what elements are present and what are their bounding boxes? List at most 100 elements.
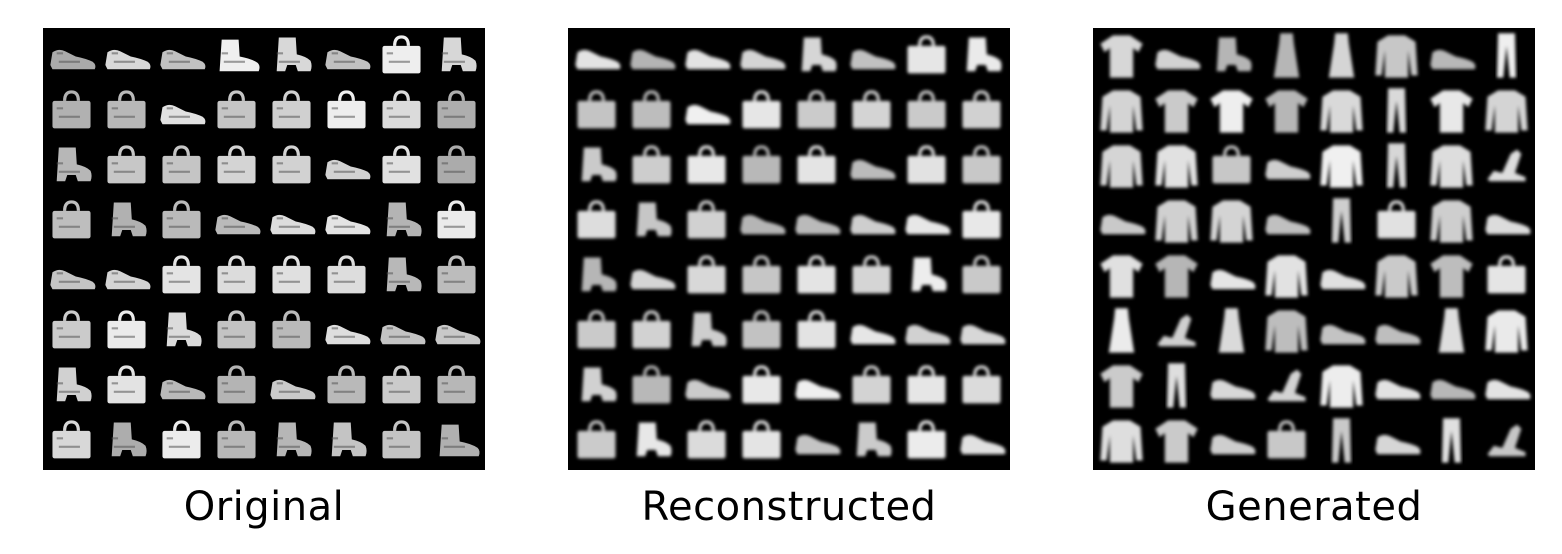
sneaker-icon — [270, 379, 316, 400]
trouser-icon — [1331, 418, 1352, 463]
bag-thumbnail — [734, 139, 789, 194]
tshirt-thumbnail — [1094, 249, 1149, 304]
sneaker-thumbnail — [1369, 359, 1424, 414]
bag-icon — [907, 145, 946, 184]
sneaker-thumbnail — [1314, 304, 1369, 359]
pullover-icon — [1265, 310, 1308, 353]
ankle-boot-thumbnail — [1204, 29, 1259, 84]
pullover-thumbnail — [1369, 29, 1424, 84]
bag-icon — [52, 310, 91, 349]
sneaker-thumbnail — [569, 29, 624, 84]
bag-thumbnail — [154, 194, 209, 249]
sneaker-thumbnail — [1259, 194, 1314, 249]
sneaker-icon — [1210, 269, 1256, 290]
tshirt-thumbnail — [1149, 249, 1204, 304]
sneaker-thumbnail — [679, 29, 734, 84]
bag-thumbnail — [374, 359, 429, 414]
bag-icon — [687, 255, 726, 294]
original-image-grid — [43, 28, 485, 470]
pullover-icon — [1320, 365, 1363, 408]
bag-thumbnail — [374, 84, 429, 139]
bag-icon — [217, 365, 256, 404]
tshirt-icon — [1210, 90, 1253, 133]
sneaker-thumbnail — [1204, 414, 1259, 469]
pullover-thumbnail — [1094, 414, 1149, 469]
tshirt-icon — [1430, 90, 1473, 133]
pullover-icon — [1155, 145, 1198, 188]
sneaker-icon — [795, 379, 841, 400]
sneaker-icon — [795, 214, 841, 235]
sneaker-thumbnail — [954, 414, 1009, 469]
ankle-boot-icon — [441, 37, 477, 72]
ankle-boot-icon — [856, 422, 892, 457]
bag-icon — [797, 90, 836, 129]
sneaker-icon — [1430, 379, 1476, 400]
bag-thumbnail — [154, 139, 209, 194]
bag-icon — [272, 310, 311, 349]
boot-icon — [219, 39, 260, 72]
ankle-boot-icon — [111, 202, 147, 237]
bag-thumbnail — [429, 359, 484, 414]
sneaker-thumbnail — [679, 359, 734, 414]
boot-thumbnail — [209, 29, 264, 84]
bag-thumbnail — [209, 414, 264, 469]
bag-icon — [962, 255, 1001, 294]
trouser-icon — [1496, 33, 1517, 78]
ankle-boot-icon — [331, 422, 367, 457]
ankle-boot-thumbnail — [569, 249, 624, 304]
sandal-icon — [1267, 369, 1306, 402]
sneaker-icon — [50, 49, 96, 70]
bag-thumbnail — [899, 414, 954, 469]
ankle-boot-icon — [56, 367, 92, 402]
bag-thumbnail — [1479, 249, 1534, 304]
reconstructed-panel: Reconstructed — [568, 28, 1010, 530]
sneaker-icon — [1210, 379, 1256, 400]
dress-icon — [1438, 308, 1465, 353]
sneaker-icon — [685, 379, 731, 400]
sneaker-icon — [270, 214, 316, 235]
bag-icon — [907, 420, 946, 459]
bag-icon — [962, 200, 1001, 239]
bag-thumbnail — [44, 194, 99, 249]
bag-thumbnail — [679, 194, 734, 249]
bag-icon — [797, 310, 836, 349]
bag-thumbnail — [99, 139, 154, 194]
sneaker-icon — [685, 104, 731, 125]
sneaker-icon — [795, 434, 841, 455]
sandal-icon — [1487, 424, 1526, 457]
pullover-icon — [1100, 420, 1143, 463]
bag-icon — [907, 365, 946, 404]
sneaker-icon — [1320, 324, 1366, 345]
bag-icon — [437, 200, 476, 239]
tshirt-icon — [1100, 35, 1143, 78]
bag-thumbnail — [429, 84, 484, 139]
sneaker-icon — [1375, 434, 1421, 455]
ankle-boot-icon — [691, 312, 727, 347]
sneaker-icon — [325, 159, 371, 180]
bag-thumbnail — [99, 84, 154, 139]
ankle-boot-thumbnail — [264, 29, 319, 84]
bag-thumbnail — [264, 139, 319, 194]
pullover-icon — [1265, 255, 1308, 298]
sneaker-thumbnail — [734, 194, 789, 249]
ankle-boot-thumbnail — [374, 249, 429, 304]
trouser-thumbnail — [1424, 414, 1479, 469]
bag-icon — [162, 255, 201, 294]
bag-icon — [852, 90, 891, 129]
bag-icon — [742, 365, 781, 404]
tshirt-thumbnail — [1094, 359, 1149, 414]
bag-thumbnail — [734, 359, 789, 414]
original-caption: Original — [183, 484, 345, 530]
pullover-icon — [1210, 200, 1253, 243]
bag-thumbnail — [954, 84, 1009, 139]
sneaker-thumbnail — [1149, 29, 1204, 84]
pullover-thumbnail — [1479, 304, 1534, 359]
tshirt-icon — [1265, 90, 1308, 133]
ankle-boot-icon — [276, 37, 312, 72]
bag-icon — [162, 145, 201, 184]
pullover-icon — [1320, 90, 1363, 133]
sneaker-thumbnail — [734, 29, 789, 84]
pullover-thumbnail — [1314, 84, 1369, 139]
ankle-boot-icon — [911, 257, 947, 292]
bag-icon — [632, 365, 671, 404]
